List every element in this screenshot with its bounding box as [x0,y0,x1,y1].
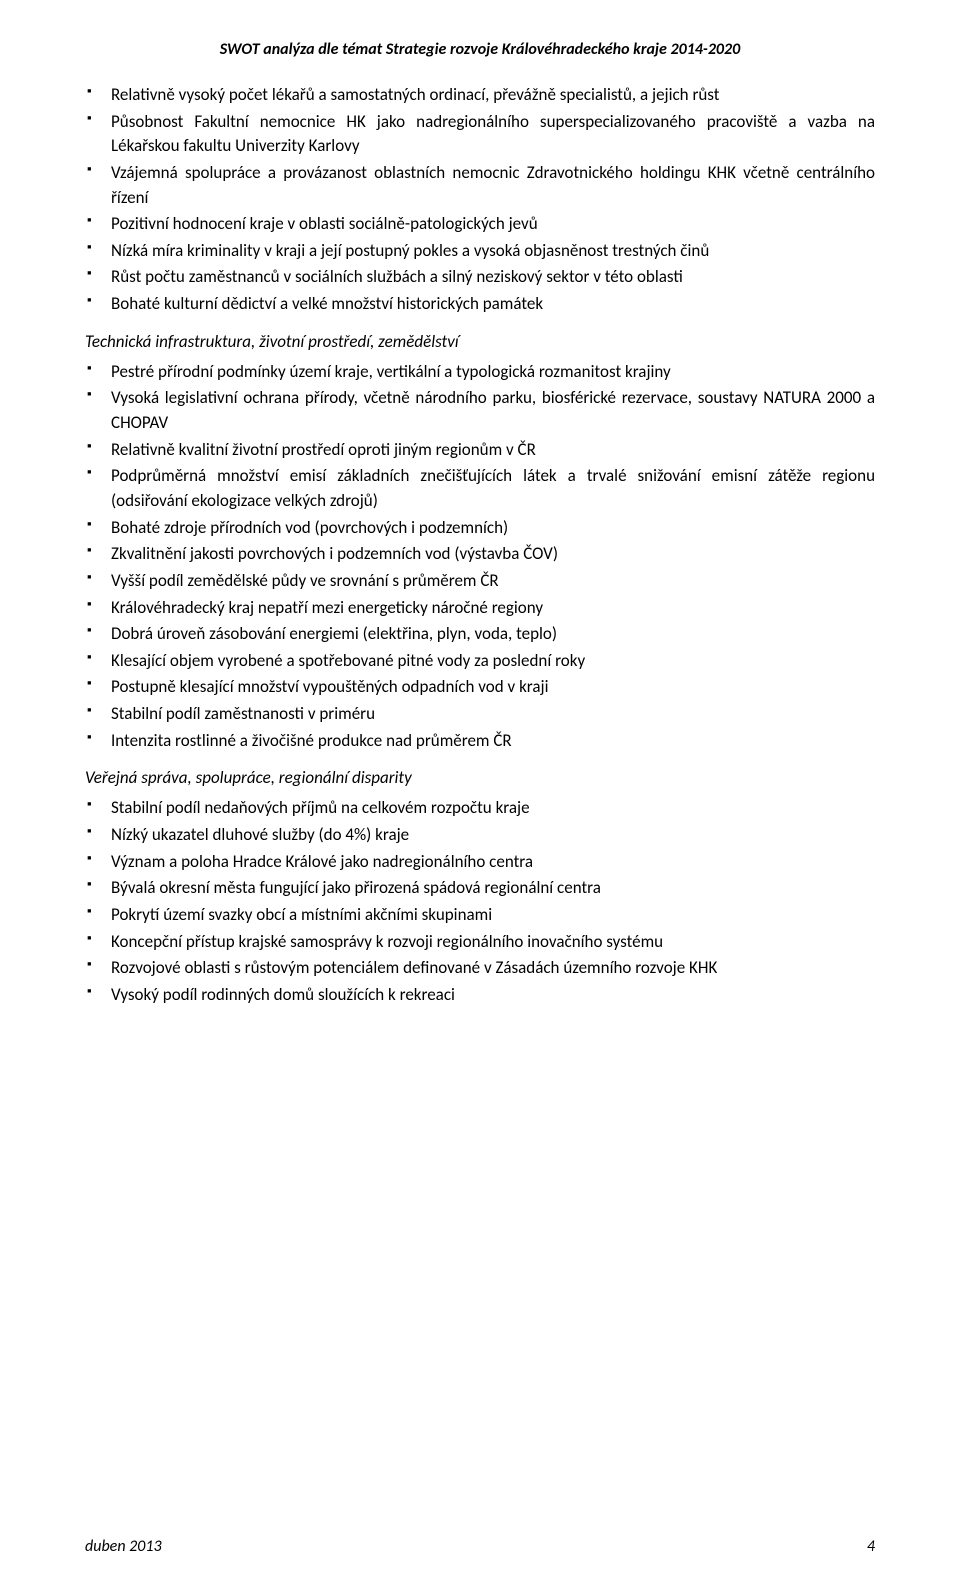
list-public-admin: Stabilní podíl nedaňových příjmů na celk… [85,796,875,1007]
list-item: Vysoký podíl rodinných domů sloužících k… [85,983,875,1008]
page-header: SWOT analýza dle témat Strategie rozvoje… [85,40,875,59]
list-item: Vyšší podíl zemědělské půdy ve srovnání … [85,569,875,594]
list-item: Růst počtu zaměstnanců v sociálních služ… [85,265,875,290]
list-item: Relativně kvalitní životní prostředí opr… [85,438,875,463]
list-item: Podprůměrná množství emisí základních zn… [85,464,875,513]
list-item: Koncepční přístup krajské samosprávy k r… [85,930,875,955]
list-item: Působnost Fakultní nemocnice HK jako nad… [85,110,875,159]
list-item: Královéhradecký kraj nepatří mezi energe… [85,596,875,621]
footer-date: duben 2013 [85,1537,162,1556]
list-item: Vysoká legislativní ochrana přírody, vče… [85,386,875,435]
list-infrastructure: Pestré přírodní podmínky území kraje, ve… [85,360,875,754]
list-item: Dobrá úroveň zásobování energiemi (elekt… [85,622,875,647]
list-item: Význam a poloha Hradce Králové jako nadr… [85,850,875,875]
page-footer: duben 2013 4 [85,1537,875,1556]
list-item: Stabilní podíl nedaňových příjmů na celk… [85,796,875,821]
list-top: Relativně vysoký počet lékařů a samostat… [85,83,875,317]
list-item: Nízký ukazatel dluhové služby (do 4%) kr… [85,823,875,848]
list-item: Bohaté zdroje přírodních vod (povrchovýc… [85,516,875,541]
footer-page-number: 4 [867,1537,875,1556]
list-item: Bohaté kulturní dědictví a velké množstv… [85,292,875,317]
list-item: Vzájemná spolupráce a provázanost oblast… [85,161,875,210]
list-item: Zkvalitnění jakosti povrchových i podzem… [85,542,875,567]
list-item: Pozitivní hodnocení kraje v oblasti soci… [85,212,875,237]
list-item: Pestré přírodní podmínky území kraje, ve… [85,360,875,385]
section-title-infrastructure: Technická infrastruktura, životní prostř… [85,331,875,352]
list-item: Stabilní podíl zaměstnanosti v priméru [85,702,875,727]
list-item: Bývalá okresní města fungující jako přir… [85,876,875,901]
list-item: Pokrytí území svazky obcí a místními akč… [85,903,875,928]
section-title-public-admin: Veřejná správa, spolupráce, regionální d… [85,767,875,788]
document-page: SWOT analýza dle témat Strategie rozvoje… [0,0,960,1592]
list-item: Nízká míra kriminality v kraji a její po… [85,239,875,264]
list-item: Rozvojové oblasti s růstovým potenciálem… [85,956,875,981]
list-item: Relativně vysoký počet lékařů a samostat… [85,83,875,108]
list-item: Intenzita rostlinné a živočišné produkce… [85,729,875,754]
list-item: Klesající objem vyrobené a spotřebované … [85,649,875,674]
list-item: Postupně klesající množství vypouštěných… [85,675,875,700]
